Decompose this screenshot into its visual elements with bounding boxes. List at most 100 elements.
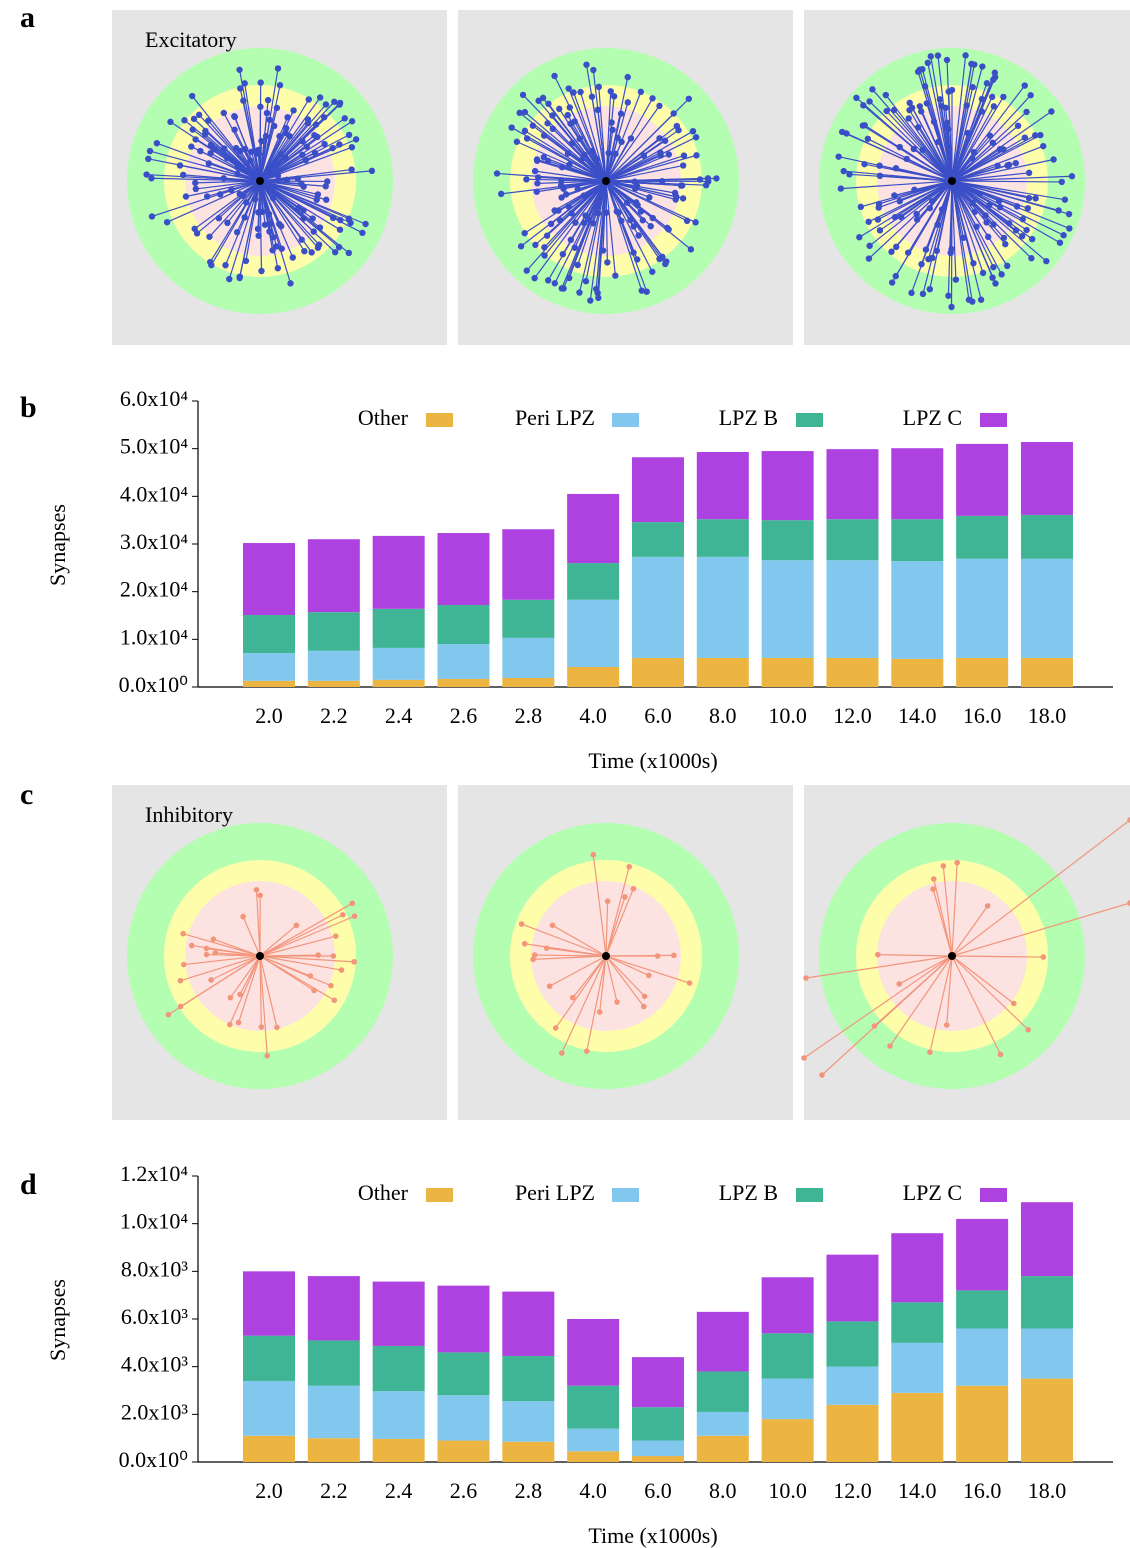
panel-label: d bbox=[20, 1168, 37, 1201]
y-axis-title: Synapses bbox=[45, 504, 70, 586]
synapse-dot bbox=[558, 177, 565, 184]
bar-segment bbox=[502, 1441, 555, 1462]
synapse-dot bbox=[148, 175, 155, 182]
synapse-line bbox=[951, 135, 991, 182]
bar-segment bbox=[956, 558, 1009, 658]
synapse-line bbox=[259, 143, 340, 182]
synapse-line bbox=[578, 180, 607, 293]
synapse-dot bbox=[643, 288, 650, 295]
synapse-dot bbox=[188, 942, 195, 949]
bar-segment bbox=[307, 539, 360, 613]
synapse-dot bbox=[1127, 900, 1130, 906]
synapse-dot bbox=[255, 232, 262, 239]
synapse-line bbox=[951, 180, 974, 264]
synapse-dot bbox=[287, 280, 294, 287]
synapse-dot bbox=[348, 144, 356, 151]
synapse-dot bbox=[313, 196, 320, 203]
synapse-line bbox=[569, 107, 607, 182]
synapse-line bbox=[605, 180, 668, 229]
x-tick-label: 2.2 bbox=[320, 1478, 348, 1503]
synapse-line bbox=[259, 955, 268, 1056]
synapse-dot bbox=[148, 213, 156, 220]
synapse-dot bbox=[349, 900, 356, 907]
bar-segment bbox=[891, 519, 944, 562]
synapse-dot bbox=[984, 903, 991, 909]
bar-segment bbox=[567, 1319, 620, 1386]
synapse-dot bbox=[686, 980, 693, 986]
y-tick-label: 1.0x10⁴ bbox=[120, 624, 189, 649]
synapse-dot bbox=[530, 956, 536, 963]
synapse-dot bbox=[1040, 142, 1047, 150]
synapse-dot bbox=[970, 260, 977, 267]
bar-segment bbox=[696, 1311, 749, 1372]
x-tick-label: 2.2 bbox=[320, 703, 348, 728]
synapse-dot bbox=[578, 157, 585, 164]
synapse-dot bbox=[860, 102, 867, 109]
synapse-line bbox=[951, 180, 1017, 231]
synapse-dot bbox=[904, 249, 912, 256]
synapse-dot bbox=[282, 154, 289, 161]
synapse-line bbox=[579, 91, 607, 182]
bar-segment bbox=[437, 1440, 490, 1462]
legend-swatch bbox=[426, 413, 453, 427]
synapse-dot bbox=[984, 233, 992, 241]
synapse-line bbox=[259, 955, 342, 971]
synapse-dot bbox=[331, 98, 338, 105]
synapse-dot bbox=[943, 56, 951, 64]
synapse-line bbox=[565, 180, 607, 195]
bar-segment bbox=[307, 1276, 360, 1341]
synapse-dot bbox=[290, 107, 297, 114]
synapse-dot bbox=[866, 98, 873, 105]
bar-segment bbox=[567, 563, 620, 600]
synapse-line bbox=[860, 180, 953, 208]
synapse-dot bbox=[610, 93, 618, 100]
bar-segment bbox=[631, 1440, 684, 1457]
synapse-dot bbox=[518, 921, 525, 927]
synapse-line bbox=[259, 180, 341, 231]
synapse-dot bbox=[555, 207, 562, 214]
y-tick-label: 0.0x10⁰ bbox=[119, 1447, 189, 1472]
synapse-dot bbox=[316, 94, 324, 101]
synapse-line bbox=[521, 923, 607, 957]
synapse-dot bbox=[866, 242, 873, 250]
synapse-line bbox=[605, 130, 694, 182]
bar-segment bbox=[567, 599, 620, 667]
synapse-dot bbox=[331, 997, 338, 1004]
synapse-dot bbox=[314, 191, 322, 198]
synapse-dot bbox=[1028, 255, 1035, 262]
synapse-dot bbox=[205, 117, 212, 124]
synapse-dot bbox=[1050, 156, 1057, 163]
y-axis-title: Synapses bbox=[45, 1279, 70, 1361]
synapse-dot bbox=[531, 952, 538, 958]
x-tick-label: 12.0 bbox=[833, 703, 872, 728]
synapse-line bbox=[879, 175, 953, 182]
synapse-dot bbox=[562, 191, 570, 198]
synapse-dot bbox=[163, 218, 171, 226]
synapse-line bbox=[605, 154, 697, 182]
synapse-dot bbox=[210, 936, 217, 943]
synapse-dot bbox=[630, 885, 637, 892]
synapse-line bbox=[868, 180, 953, 223]
synapse-line bbox=[605, 866, 630, 957]
synapse-dot bbox=[1032, 195, 1039, 202]
synapse-dot bbox=[617, 110, 625, 117]
synapse-dot bbox=[1010, 1000, 1017, 1007]
synapse-dot bbox=[165, 1011, 172, 1018]
synapse-line bbox=[951, 55, 967, 182]
synapse-dot bbox=[345, 249, 353, 257]
synapse-line bbox=[951, 180, 1059, 212]
synapse-line bbox=[898, 955, 953, 985]
synapse-line bbox=[259, 915, 355, 957]
synapse-dot bbox=[289, 254, 296, 261]
synapse-dot bbox=[599, 247, 607, 254]
synapse-line bbox=[242, 916, 261, 957]
synapse-line bbox=[210, 955, 261, 981]
synapse-dot bbox=[517, 243, 525, 250]
synapse-line bbox=[259, 170, 372, 182]
synapse-line bbox=[233, 116, 261, 182]
synapse-line bbox=[549, 955, 607, 987]
synapse-dot bbox=[549, 125, 557, 133]
synapse-line bbox=[259, 68, 279, 182]
synapse-line bbox=[571, 180, 607, 214]
synapse-dot bbox=[348, 166, 355, 173]
